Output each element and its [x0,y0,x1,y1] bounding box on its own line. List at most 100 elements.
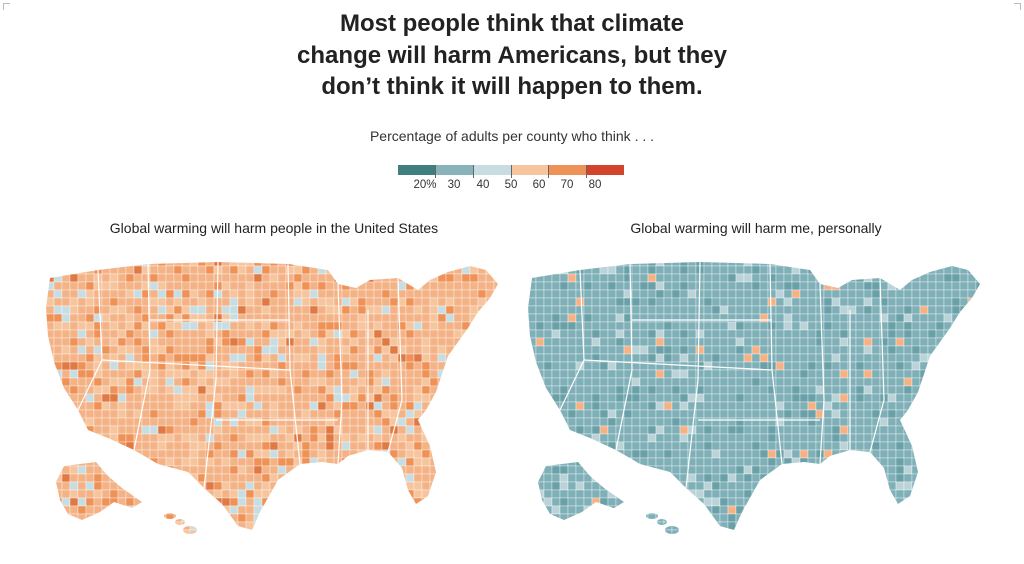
county-cell [390,538,398,546]
county-cell [205,393,215,403]
county-cell [599,361,609,371]
county-cell [575,345,585,355]
county-cell [936,546,944,550]
county-cell [551,377,561,387]
county-cell [293,377,303,387]
county-cell [823,449,833,459]
county-cell [791,321,801,331]
county-cell [238,250,246,258]
county-cell [984,258,992,266]
county-cell [559,297,569,307]
county-cell [880,546,888,550]
county-cell [727,529,737,534]
county-cell [221,345,231,355]
county-cell [831,262,841,267]
us-county-map-national [38,250,518,550]
county-cell [133,393,143,403]
county-cell [46,329,55,339]
county-cell [69,505,79,515]
county-cell [125,417,135,427]
county-cell [373,401,383,411]
county-cell [373,489,383,499]
county-cell [69,262,79,267]
county-cell [181,449,191,459]
county-cell [389,337,399,347]
county-cell [751,369,761,379]
county-cell [118,546,126,550]
county-cell [671,337,681,347]
county-cell [174,538,182,546]
county-cell [559,345,569,355]
county-cell [727,345,737,355]
county-cell [591,313,601,323]
county-cell [117,281,127,291]
county-cell [639,521,649,531]
county-cell [205,505,215,515]
county-cell [285,529,295,534]
county-cell [85,481,95,491]
county-cell [871,401,881,411]
county-cell [815,473,825,483]
county-cell [551,441,561,451]
county-cell [213,353,223,363]
county-cell [631,521,641,531]
county-cell [165,313,175,323]
county-cell [229,377,239,387]
county-cell [157,465,167,475]
county-cell [639,329,649,339]
county-cell [543,377,553,387]
county-cell [815,521,825,531]
county-cell [61,529,71,534]
county-cell [599,265,609,275]
county-cell [528,385,537,395]
county-cell [967,289,977,299]
county-cell [253,505,263,515]
county-cell [600,546,608,550]
county-cell [575,473,585,483]
county-cell [189,337,199,347]
county-cell [269,529,279,534]
county-cell [477,401,487,411]
county-cell [735,262,745,267]
county-cell [46,409,55,419]
county-cell [229,345,239,355]
county-cell [528,262,537,267]
county-cell [679,305,689,315]
county-cell [727,273,737,283]
county-cell [357,521,367,531]
county-cell [992,402,1000,410]
county-cell [927,489,937,499]
county-cell [559,265,569,275]
county-cell [109,265,119,275]
county-cell [535,369,545,379]
county-cell [309,353,319,363]
county-cell [461,361,471,371]
county-cell [975,401,980,411]
county-cell [528,417,537,427]
county-cell [69,449,79,459]
county-cell [373,265,383,275]
county-cell [46,529,47,534]
county-cell [213,481,223,491]
county-cell [461,345,471,355]
county-cell [671,361,681,371]
county-cell [477,321,487,331]
county-cell [535,393,545,403]
county-cell [735,489,745,499]
county-cell [863,265,873,275]
county-cell [551,337,561,347]
county-cell [759,369,769,379]
county-cell [831,473,841,483]
county-cell [679,385,689,395]
county-cell [735,465,745,475]
county-cell [85,337,95,347]
county-cell [935,505,945,515]
county-cell [181,529,191,534]
county-cell [992,378,1000,386]
county-cell [839,297,849,307]
county-cell [751,377,761,387]
county-cell [583,401,593,411]
county-cell [695,345,705,355]
county-cell [679,289,689,299]
county-cell [871,393,881,403]
